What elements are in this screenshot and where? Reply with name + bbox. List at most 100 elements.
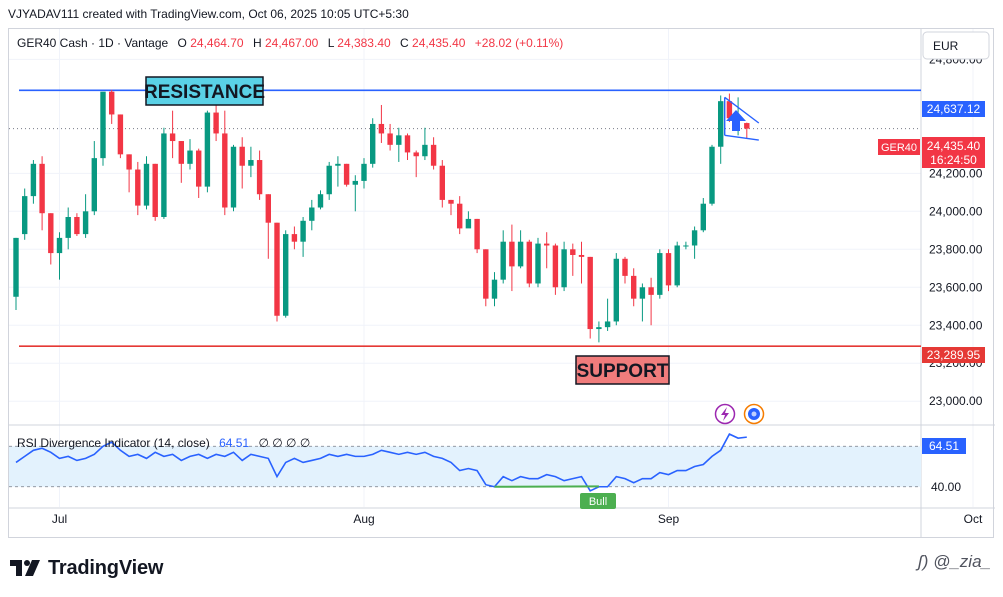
candles-layer [13,89,750,343]
candle [100,91,106,166]
candle [483,249,489,307]
candle [161,127,167,219]
candle-body [161,133,167,218]
tradingview-logo[interactable]: TradingView [10,555,163,581]
candle-body [570,249,576,255]
candle-body [343,163,350,185]
resistance-price-tag [922,101,985,117]
candle-body [709,146,715,204]
legend-change: +28.02 (+0.11%) [475,36,564,50]
candle [404,133,411,161]
candle-body [117,114,124,155]
candle-body [335,163,341,166]
price-tick-label: 23,400.00 [929,318,983,332]
rsi-line [15,433,747,492]
candle [65,207,71,250]
rsi-band [9,446,921,487]
candle [570,243,576,276]
candle-body [213,112,219,134]
candle-body [178,141,184,164]
rsi-legend-extra: ∅ ∅ ∅ ∅ [258,436,310,450]
bull-divergence-badge [580,493,616,509]
up-arrow-icon [726,110,746,131]
candle [274,222,280,322]
candle [700,198,706,233]
time-tick-label: Aug [353,512,374,526]
candle [683,241,689,250]
candle-body [30,163,37,197]
candle-body [657,253,663,295]
candle-body [265,194,271,223]
tradingview-logo-icon [10,560,40,576]
candle-body [509,241,515,267]
candle-body [718,101,724,147]
candle [535,237,541,288]
globe-icon[interactable] [743,403,765,425]
candle-body [613,258,619,322]
chart-canvas[interactable]: 23,000.0023,200.0023,400.0023,600.0023,8… [9,29,995,539]
candle-body [317,194,324,208]
candle [396,127,402,162]
candle-body [309,207,315,221]
candle-body [596,327,602,330]
candle-body [91,158,97,212]
candle-body [683,245,689,247]
candle [39,156,45,231]
candle [657,249,663,299]
currency-label: EUR [933,39,959,53]
candle-body [230,146,237,208]
rsi-legend: RSI Divergence Indicator (14, close) [17,436,210,450]
candle [526,239,532,288]
candle [248,146,254,178]
candle-body [378,123,385,134]
candle [718,95,724,164]
candle-body [152,163,158,218]
support-label: SUPPORT [577,361,669,382]
candle [187,139,193,170]
rsi-pane [9,433,921,492]
candle [674,241,680,288]
candle [352,175,358,212]
candle-body [430,144,437,166]
candle [82,194,89,238]
legend-open-label: O [178,36,187,50]
currency-button[interactable] [922,31,990,60]
candle-body [74,217,80,235]
legend-open-value: 24,464.70 [190,36,244,50]
candle [387,123,393,151]
candle [213,104,219,142]
support-price-text: 23,289.95 [927,348,981,362]
legend-low-value: 24,383.40 [337,36,391,50]
candle-body [465,218,472,229]
candle [135,161,141,216]
rsi-legend-value: 64.51 [219,436,249,450]
svg-text:RSI Divergence Indicator (14,: RSI Divergence Indicator (14, close) 64.… [17,436,310,450]
candle [422,127,428,161]
chart-caption: VJYADAV111 created with TradingView.com,… [8,7,409,21]
candle [152,163,158,221]
candle [457,196,463,235]
candle [361,158,367,189]
candle-body [561,249,567,288]
candle-body [665,253,672,286]
candle [439,160,445,208]
candle [370,118,376,168]
candle [430,137,437,170]
lightning-icon[interactable] [714,403,736,425]
flag-lower-line [724,134,759,141]
last-price-tag [922,137,985,168]
candle-body [535,243,541,284]
svg-text:GER40 Cash · 1D · Vantage: GER40 Cash · 1D · Vantage O 24,464.70 H … [17,36,563,50]
candle-body [13,237,19,297]
chart-frame: 23,000.00 23,200.00 23,400.00 23,600.00 23,8… [8,28,995,539]
time-tick-label: Jul [52,512,67,526]
candle [343,163,350,187]
candle-body [169,133,176,142]
candle [222,110,228,216]
tradingview-logo-text: TradingView [48,556,164,579]
candle [22,188,28,240]
candle [578,241,585,284]
resistance-price-text: 24,637.12 [927,102,981,116]
candle [196,148,202,199]
candle [552,243,559,295]
